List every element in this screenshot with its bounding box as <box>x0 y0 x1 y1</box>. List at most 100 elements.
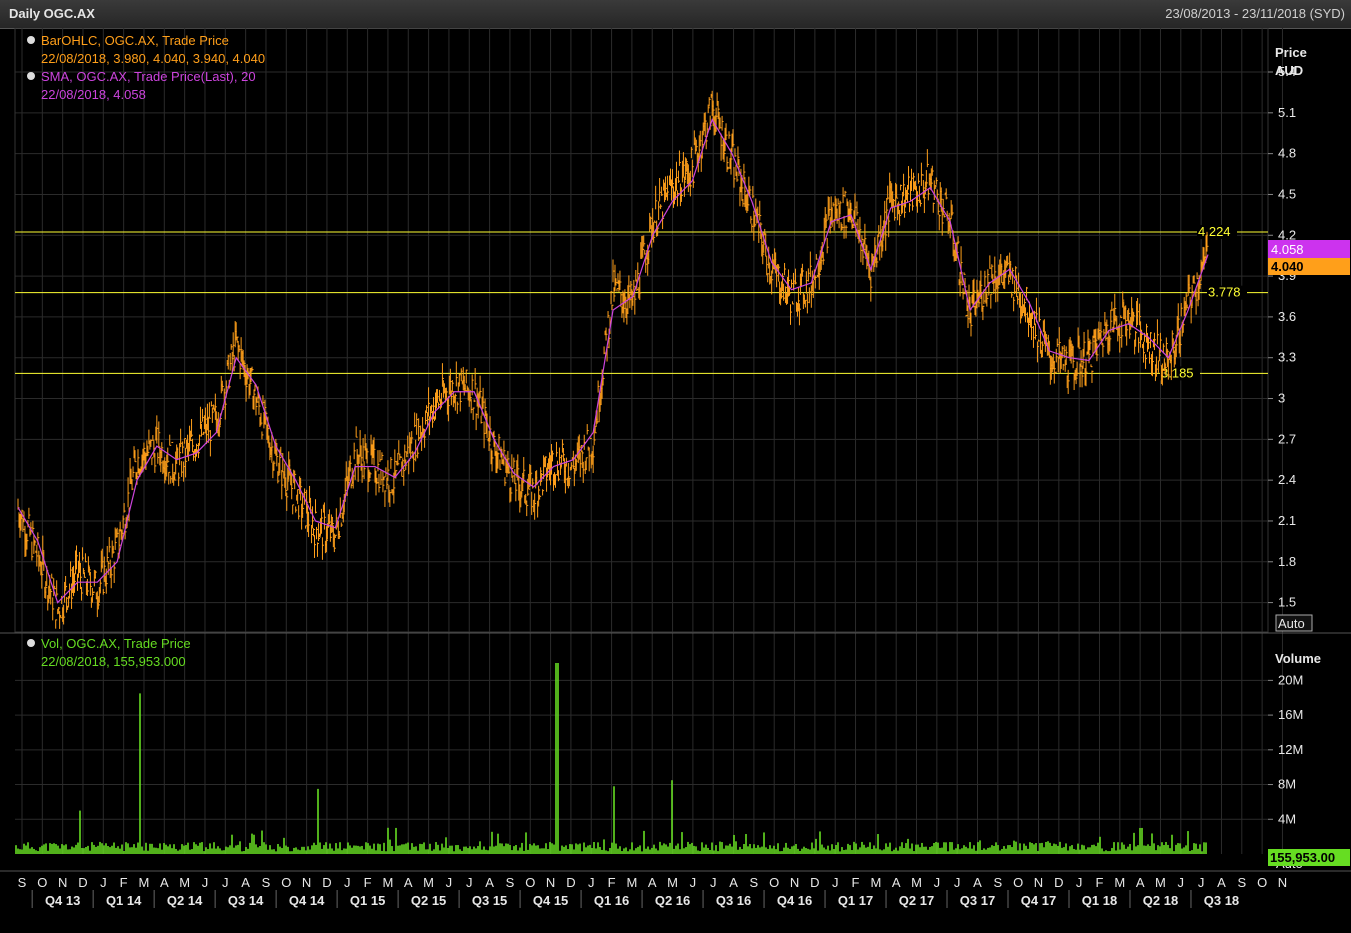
month-label: F <box>608 875 616 890</box>
month-label: A <box>241 875 250 890</box>
month-label: D <box>810 875 819 890</box>
volume-tick-label: 20M <box>1278 672 1303 687</box>
month-label: M <box>667 875 678 890</box>
volume-axis-title: Volume <box>1275 651 1321 666</box>
date-range: 23/08/2013 - 23/11/2018 (SYD) <box>1165 6 1345 21</box>
quarter-label: Q3 14 <box>228 893 264 908</box>
quarter-label: Q1 14 <box>106 893 142 908</box>
quarter-label: Q2 14 <box>167 893 203 908</box>
legend-bullet-icon <box>27 36 35 44</box>
price-tick-label: 2.1 <box>1278 513 1296 528</box>
price-axis: Price AUD 5.45.14.84.54.23.93.63.332.72.… <box>1268 45 1313 632</box>
month-label: D <box>1054 875 1063 890</box>
quarter-label: Q1 16 <box>594 893 629 908</box>
month-label: F <box>120 875 128 890</box>
volume-last-label: 155,953.00 <box>1270 850 1335 865</box>
month-label: O <box>1257 875 1267 890</box>
chart-title: Daily OGC.AX <box>9 6 95 21</box>
month-label: J <box>954 875 961 890</box>
price-panel[interactable] <box>14 28 1269 633</box>
legend-bullet-icon <box>27 639 35 647</box>
quarter-label: Q3 18 <box>1204 893 1239 908</box>
month-label: N <box>546 875 555 890</box>
month-label: A <box>973 875 982 890</box>
price-axis-title: Price <box>1275 45 1307 60</box>
month-label: J <box>222 875 229 890</box>
month-label: F <box>364 875 372 890</box>
legend-sma-values: 22/08/2018, 4.058 <box>41 87 146 102</box>
month-label: M <box>911 875 922 890</box>
price-tick-label: 1.5 <box>1278 595 1296 610</box>
legend-volume-values: 22/08/2018, 155,953.000 <box>41 654 186 669</box>
legend-bullet-icon <box>27 72 35 80</box>
quarter-label: Q3 17 <box>960 893 995 908</box>
month-label: M <box>383 875 394 890</box>
month-label: A <box>648 875 657 890</box>
price-tick-label: 4.5 <box>1278 186 1296 201</box>
quarter-label: Q4 15 <box>533 893 568 908</box>
price-tick-label: 2.7 <box>1278 431 1296 446</box>
last-value-tags: 4.058 4.040 <box>1268 240 1350 275</box>
quarter-label: Q4 13 <box>45 893 80 908</box>
month-label: A <box>892 875 901 890</box>
month-label: A <box>1136 875 1145 890</box>
level-label-bg <box>1207 285 1247 300</box>
month-label: S <box>1237 875 1246 890</box>
month-label: J <box>1198 875 1205 890</box>
month-label: F <box>852 875 860 890</box>
month-label: J <box>690 875 697 890</box>
month-label: N <box>1034 875 1043 890</box>
price-tick-label: 3.6 <box>1278 309 1296 324</box>
month-label: S <box>994 875 1003 890</box>
quarter-label: Q1 17 <box>838 893 873 908</box>
quarter-label: Q2 17 <box>899 893 934 908</box>
sma-line <box>17 118 1209 604</box>
volume-tick-label: 8M <box>1278 777 1296 792</box>
month-label: J <box>588 875 595 890</box>
month-label: S <box>18 875 27 890</box>
month-label: J <box>100 875 107 890</box>
price-tick-label: 5.4 <box>1278 64 1296 79</box>
month-label: O <box>281 875 291 890</box>
month-label: M <box>423 875 434 890</box>
level-label-bg <box>1160 366 1200 381</box>
quarter-label: Q3 16 <box>716 893 751 908</box>
price-axis-unit: AUD <box>1275 63 1303 78</box>
month-label: N <box>790 875 799 890</box>
month-label: J <box>344 875 351 890</box>
month-label: A <box>1217 875 1226 890</box>
month-label: M <box>626 875 637 890</box>
month-label: O <box>525 875 535 890</box>
sma-last-label: 4.058 <box>1271 242 1304 257</box>
month-label: N <box>58 875 67 890</box>
month-label: J <box>446 875 453 890</box>
month-label: N <box>1278 875 1287 890</box>
level-label: 4.224 <box>1198 224 1231 239</box>
volume-tick-label: 16M <box>1278 707 1303 722</box>
month-label: J <box>466 875 473 890</box>
quarter-label: Q1 15 <box>350 893 385 908</box>
quarter-label: Q2 15 <box>411 893 446 908</box>
month-label: J <box>934 875 941 890</box>
month-label: D <box>322 875 331 890</box>
chart-canvas[interactable]: 4.224 3.778 3.185 BarOHLC, OGC.AX, Trade P… <box>0 28 1351 933</box>
volume-legend: Vol, OGC.AX, Trade Price 22/08/2018, 155… <box>27 636 191 669</box>
month-label: A <box>404 875 413 890</box>
quarter-label: Q4 14 <box>289 893 325 908</box>
month-label: O <box>769 875 779 890</box>
title-bar: Daily OGC.AX 23/08/2013 - 23/11/2018 (SY… <box>0 0 1351 29</box>
quarter-label: Q2 18 <box>1143 893 1178 908</box>
price-tick-label: 4.8 <box>1278 146 1296 161</box>
price-legend: BarOHLC, OGC.AX, Trade Price 22/08/2018,… <box>27 33 265 102</box>
legend-sma-title: SMA, OGC.AX, Trade Price(Last), 20 <box>41 69 256 84</box>
month-label: J <box>710 875 717 890</box>
month-label: O <box>37 875 47 890</box>
month-label: J <box>202 875 209 890</box>
grid <box>15 28 1283 854</box>
legend-ohlc-title: BarOHLC, OGC.AX, Trade Price <box>41 33 229 48</box>
quarter-label: Q2 16 <box>655 893 690 908</box>
auto-scale-button[interactable] <box>1275 614 1313 632</box>
price-tick-label: 5.1 <box>1278 105 1296 120</box>
